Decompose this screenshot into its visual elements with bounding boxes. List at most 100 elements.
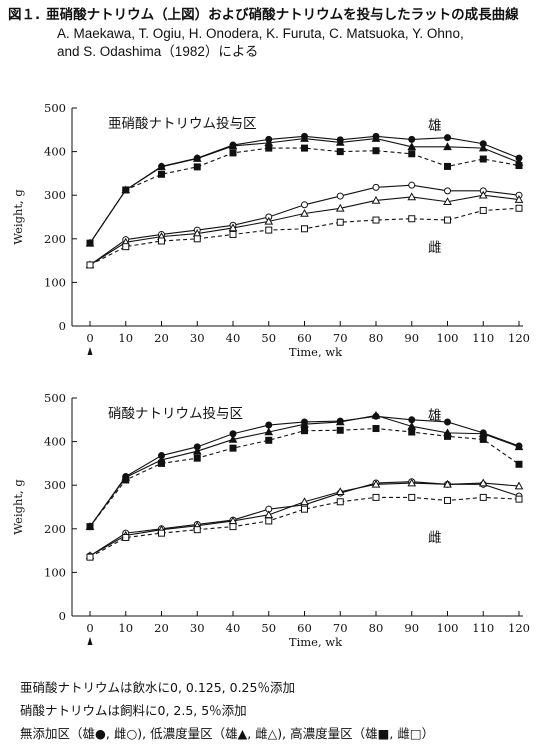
series-line-female-control — [89, 481, 520, 557]
data-point-female-high — [265, 226, 273, 234]
charts-area: 0 100 200 300 400 500 0 10 20 30 40 50 60 70 80 90 100 11… — [0, 90, 549, 670]
data-point-male-low — [335, 137, 345, 146]
x-axis-title: Time, wk — [289, 635, 343, 649]
data-point-female-low — [264, 216, 274, 225]
x-tick-label: 100 — [437, 331, 459, 345]
data-point-female-high — [479, 493, 487, 501]
series-line-female-control — [89, 184, 520, 266]
x-tick-label: 30 — [190, 331, 205, 345]
data-point-female-low — [335, 487, 345, 496]
y-tick-label: 400 — [44, 145, 66, 159]
x-tick-label: 90 — [404, 331, 419, 345]
chart-title: 硝酸ナトリウム投与区 — [108, 406, 243, 422]
figure-number: 図１. — [8, 7, 41, 23]
female-label: 雌 — [428, 240, 442, 256]
data-point-female-low — [371, 195, 381, 204]
data-point-female-low — [300, 208, 309, 217]
data-point-male-control — [444, 418, 451, 426]
data-point-female-control — [408, 181, 416, 189]
data-point-female-control — [372, 183, 380, 191]
data-point-male-low — [300, 419, 309, 428]
data-point-female-high — [86, 261, 94, 269]
authors-line-1: A. Maekawa, T. Ogiu, H. Onodera, K. Furu… — [57, 26, 464, 41]
x-tick-label: 40 — [226, 331, 241, 345]
data-point-male-high — [158, 170, 165, 178]
data-point-female-low — [443, 197, 452, 206]
data-point-male-low — [371, 133, 381, 142]
x-tick-label: 100 — [437, 621, 459, 635]
data-point-female-high — [444, 216, 451, 224]
footnote-2: 硝酸ナトリウムは飼料に0, 2.5, 5％添加 — [20, 703, 247, 718]
data-point-female-high — [229, 523, 237, 531]
data-point-male-low — [407, 142, 417, 151]
x-tick-label: 60 — [297, 621, 312, 635]
y-tick-label: 300 — [44, 188, 66, 202]
data-point-male-low — [264, 427, 274, 436]
x-tick-label: 30 — [190, 621, 205, 635]
x-tick-label: 70 — [333, 621, 348, 635]
data-point-female-low — [228, 223, 238, 232]
data-point-male-high — [372, 147, 380, 155]
x-tick-label: 50 — [261, 331, 276, 345]
footnote-3: 無添加区（雄●, 雌○), 低濃度量区（雄▲, 雌△), 高濃度量区（雄■, 雌… — [20, 726, 435, 741]
data-point-male-high — [408, 428, 416, 436]
data-point-female-high — [479, 206, 487, 214]
data-point-male-high — [229, 444, 237, 452]
male-label: 雄 — [428, 408, 442, 424]
data-point-female-high — [122, 534, 130, 542]
data-point-male-low — [371, 410, 381, 419]
x-tick-label: 60 — [297, 331, 312, 345]
data-point-female-low — [407, 192, 417, 201]
data-point-male-high — [301, 427, 308, 435]
y-tick-label: 0 — [59, 319, 66, 333]
data-point-female-low — [407, 478, 417, 487]
footnote-1: 亜硝酸ナトリウムは飲水に0, 0.125, 0.25％添加 — [20, 680, 295, 695]
data-point-male-low — [157, 162, 166, 171]
data-point-male-control — [265, 421, 273, 429]
x-tick-label: 120 — [508, 621, 530, 635]
male-label: 雄 — [428, 118, 442, 134]
data-point-male-high — [408, 150, 416, 158]
y-tick-label: 100 — [44, 565, 66, 579]
data-point-female-control — [444, 187, 451, 195]
data-point-male-high — [193, 163, 201, 171]
figure-authors: A. Maekawa, T. Ogiu, H. Onodera, K. Furu… — [57, 25, 544, 61]
data-point-female-high — [515, 204, 523, 212]
data-point-female-low — [300, 497, 309, 506]
data-point-female-high — [301, 505, 308, 513]
data-point-male-low — [443, 142, 452, 151]
y-axis-title: Weight, g — [11, 189, 25, 245]
data-point-male-high — [193, 454, 201, 462]
data-point-female-low — [514, 195, 524, 203]
x-tick-label: 10 — [118, 331, 133, 345]
data-point-female-high — [408, 215, 416, 223]
data-point-male-low — [335, 417, 345, 426]
data-point-female-high — [336, 498, 344, 506]
data-point-male-high — [515, 460, 523, 468]
x-tick-label: 50 — [261, 621, 276, 635]
data-point-female-high — [193, 235, 201, 243]
y-tick-label: 0 — [59, 609, 66, 623]
chart-title: 亜硝酸ナトリウム投与区 — [108, 116, 257, 132]
data-point-male-high — [336, 426, 344, 434]
data-point-female-high — [408, 493, 416, 501]
x-tick-label: 40 — [226, 621, 241, 635]
x-tick-label: 70 — [333, 331, 348, 345]
data-point-male-low — [300, 133, 309, 142]
data-point-male-control — [444, 134, 451, 142]
x-tick-label: 0 — [86, 621, 93, 635]
y-tick-label: 400 — [44, 435, 66, 449]
footnotes: 亜硝酸ナトリウムは飲水に0, 0.125, 0.25％添加 硝酸ナトリウムは飼料… — [20, 676, 434, 745]
data-point-female-low — [514, 481, 524, 490]
x-tick-label: 80 — [369, 331, 384, 345]
data-point-male-high — [86, 523, 94, 531]
data-point-female-high — [122, 243, 130, 251]
data-point-male-high — [515, 162, 523, 170]
data-point-male-low — [228, 141, 238, 150]
data-point-male-high — [444, 432, 451, 440]
data-point-male-high — [122, 476, 130, 484]
x-tick-label: 90 — [404, 621, 419, 635]
y-tick-label: 200 — [44, 522, 66, 536]
y-axis-title: Weight, g — [11, 479, 25, 535]
start-marker-icon — [87, 347, 93, 355]
